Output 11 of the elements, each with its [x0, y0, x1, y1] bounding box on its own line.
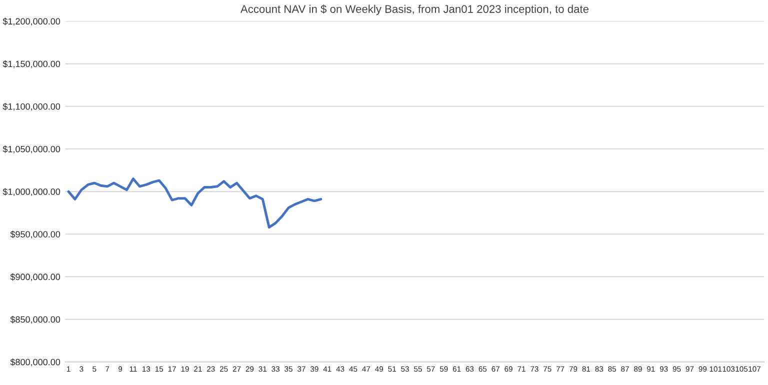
y-tick-label: $850,000.00	[10, 316, 60, 324]
chart-title: Account NAV in $ on Weekly Basis, from Jan01 2023 inception, to date	[240, 4, 589, 16]
y-tick-label: $1,150,000.00	[2, 60, 60, 68]
y-tick-label: $900,000.00	[10, 273, 60, 282]
y-tick-label: $1,100,000.00	[2, 102, 60, 111]
y-tick-label: $1,000,000.00	[2, 188, 60, 196]
y-tick-label: $800,000.00	[10, 358, 60, 366]
y-tick-label: $1,200,000.00	[2, 18, 60, 26]
y-tick-label: $1,050,000.00	[2, 146, 60, 154]
y-tick-label: $950,000.00	[10, 230, 60, 239]
line-series	[67, 178, 322, 229]
